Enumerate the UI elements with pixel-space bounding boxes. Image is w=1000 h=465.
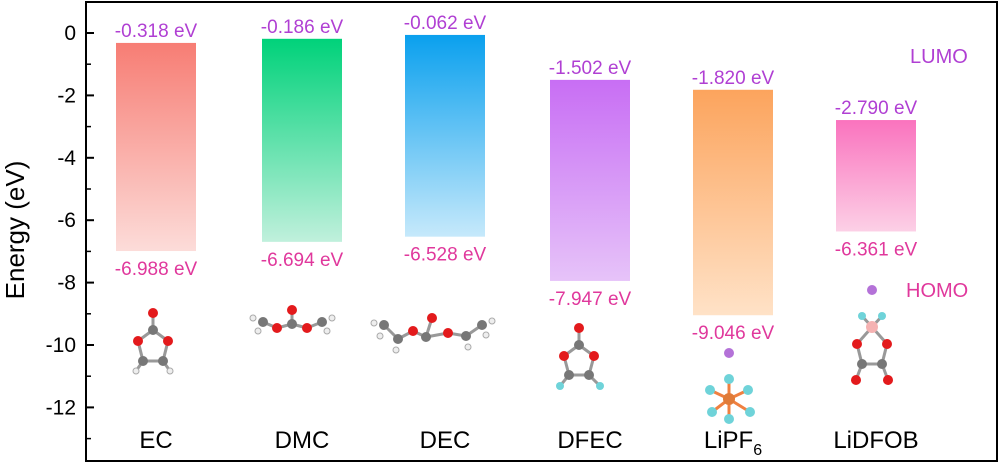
- homo-value-label: -6.988 eV: [115, 259, 198, 280]
- homo-value-label: -7.947 eV: [549, 289, 632, 310]
- y-axis-title: Energy (eV): [0, 161, 30, 300]
- bar-dfec: [550, 79, 630, 281]
- category-label: DEC: [420, 427, 471, 454]
- category-label: DFEC: [557, 427, 622, 454]
- bar-dmc: [262, 38, 342, 242]
- y-tick-label: -12: [46, 396, 76, 419]
- lumo-value-label: -0.318 eV: [115, 21, 198, 42]
- y-tick-label: -6: [57, 209, 76, 232]
- bar-dec: [405, 34, 485, 237]
- bar-lipf: [693, 89, 773, 316]
- category-label: LiPF6: [704, 427, 762, 459]
- lipf6-molecule-icon: [705, 348, 755, 424]
- dmc-molecule-icon: [249, 305, 336, 335]
- lumo-value-label: -0.062 eV: [404, 13, 487, 34]
- dfec-molecule-icon: [556, 323, 604, 390]
- category-label: LiDFOB: [833, 427, 918, 454]
- lumo-value-label: -2.790 eV: [835, 98, 918, 119]
- plot-frame: [85, 1, 998, 462]
- dec-molecule-icon: [370, 313, 496, 354]
- ec-molecule-icon: [132, 308, 174, 375]
- y-tick-label: -8: [57, 272, 76, 295]
- homo-value-label: -9.046 eV: [692, 323, 775, 344]
- lumo-annotation: LUMO: [910, 46, 968, 68]
- lumo-value-label: -0.186 eV: [261, 17, 344, 38]
- y-tick-label: -2: [57, 84, 76, 107]
- bar-lidfob: [836, 120, 916, 232]
- category-label: DMC: [275, 427, 330, 454]
- y-tick-label: -10: [46, 334, 76, 357]
- lidfob-molecule-icon: [851, 285, 893, 385]
- homo-value-label: -6.694 eV: [261, 250, 344, 271]
- lumo-value-label: -1.820 eV: [692, 68, 775, 89]
- category-label: EC: [139, 427, 172, 454]
- homo-annotation: HOMO: [906, 280, 968, 302]
- homo-value-label: -6.361 eV: [835, 239, 918, 260]
- y-tick-label: 0: [64, 22, 76, 45]
- y-tick-label: -4: [57, 147, 76, 170]
- lumo-value-label: -1.502 eV: [549, 58, 632, 79]
- homo-value-label: -6.528 eV: [404, 245, 487, 266]
- bar-ec: [116, 42, 196, 252]
